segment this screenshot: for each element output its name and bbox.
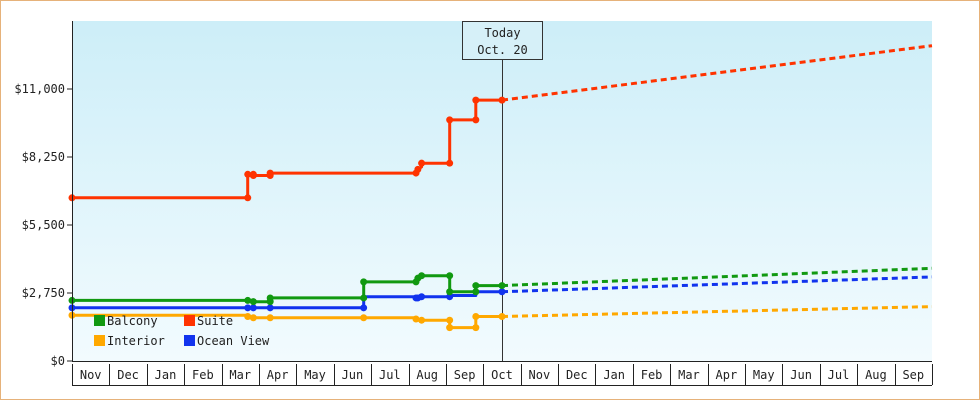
data-point-interior: [446, 316, 454, 324]
x-tick-label: Feb: [641, 368, 663, 382]
data-point-interior: [472, 312, 480, 320]
data-point-interior: [446, 324, 454, 332]
data-point-balcony: [472, 282, 480, 290]
data-point-interior: [418, 316, 426, 324]
legend-swatch-interior: [94, 335, 105, 346]
x-tick-label: Nov: [80, 368, 102, 382]
legend-label-interior: Interior: [107, 334, 165, 348]
data-point-balcony: [360, 294, 368, 302]
data-point-balcony: [418, 272, 426, 280]
data-point-suite: [244, 194, 252, 202]
x-tick-label: Apr: [267, 368, 289, 382]
data-point-suite: [472, 116, 480, 124]
legend-swatch-balcony: [94, 315, 105, 326]
x-tick-label: May: [304, 368, 326, 382]
forecast-line-balcony: [501, 266, 933, 288]
data-point-ocean-view: [498, 288, 506, 296]
x-tick-label: Mar: [229, 368, 251, 382]
data-point-suite: [446, 159, 454, 167]
forecast-line-ocean-view: [501, 275, 933, 294]
x-tick-label: Jul: [828, 368, 850, 382]
data-point-ocean-view: [266, 304, 274, 312]
legend-swatch-ocean-view: [184, 335, 195, 346]
x-tick-label: Sep: [902, 368, 924, 382]
x-tick-label: Apr: [716, 368, 738, 382]
x-axis-ticks: Nov Dec Jan Feb Mar Apr May Jun Jul Aug Sep Oct Nov D…: [72, 364, 933, 386]
x-tick-label: Aug: [416, 368, 438, 382]
y-tick-label: $5,500: [22, 218, 65, 232]
data-point-suite: [414, 165, 422, 173]
x-tick-label: Jul: [379, 368, 401, 382]
data-point-balcony: [360, 278, 368, 286]
x-tick-label: May: [753, 368, 775, 382]
x-tick-label: Dec: [566, 368, 588, 382]
data-point-balcony: [249, 298, 257, 306]
data-point-interior: [244, 312, 252, 320]
data-point-balcony: [266, 294, 274, 302]
legend-label-balcony: Balcony: [107, 314, 158, 328]
legend-swatch-suite: [184, 315, 195, 326]
data-point-balcony: [446, 272, 454, 280]
x-tick-label: Jun: [790, 368, 812, 382]
data-point-balcony: [472, 288, 480, 296]
data-point-ocean-view: [360, 304, 368, 312]
y-tick-label: $0: [51, 354, 65, 368]
data-point-interior: [412, 315, 420, 323]
data-point-interior: [472, 324, 480, 332]
data-point-balcony: [244, 296, 252, 304]
series-lines: [68, 44, 933, 332]
y-axis-ticks: $0 $2,750 $5,500 $8,250 $11,000: [14, 82, 72, 368]
x-tick-label: Aug: [865, 368, 887, 382]
x-tick-label: Oct: [491, 368, 513, 382]
data-point-ocean-view: [244, 304, 252, 312]
today-box: [462, 21, 543, 60]
y-tick-label: $11,000: [14, 82, 65, 96]
data-point-ocean-view: [418, 293, 426, 301]
legend-label-suite: Suite: [197, 314, 233, 328]
x-tick-label: Mar: [678, 368, 700, 382]
x-tick-label: Feb: [192, 368, 214, 382]
data-point-suite: [249, 172, 257, 180]
data-point-suite: [418, 159, 426, 167]
legend-label-ocean-view: Ocean View: [197, 334, 270, 348]
data-point-interior: [498, 312, 506, 320]
data-point-suite: [446, 116, 454, 124]
today-label-line2: Oct. 20: [477, 43, 528, 57]
forecast-line-suite: [501, 44, 933, 102]
data-point-suite: [244, 170, 252, 178]
x-tick-label: Dec: [117, 368, 139, 382]
x-tick-label: Nov: [529, 368, 551, 382]
x-tick-label: Jan: [155, 368, 177, 382]
today-label-line1: Today: [484, 26, 520, 40]
data-point-suite: [498, 96, 506, 104]
data-point-interior: [249, 314, 257, 322]
today-marker: Today Oct. 20: [462, 21, 543, 361]
forecast-line-interior: [501, 305, 933, 318]
data-point-interior: [266, 314, 274, 322]
data-point-balcony: [498, 282, 506, 290]
x-tick-label: Jan: [603, 368, 625, 382]
axes: [72, 21, 932, 362]
data-point-ocean-view: [446, 293, 454, 301]
data-point-interior: [360, 314, 368, 322]
data-point-suite: [266, 169, 274, 177]
y-tick-label: $2,750: [22, 286, 65, 300]
data-point-balcony: [446, 288, 454, 296]
y-tick-label: $8,250: [22, 150, 65, 164]
legend: Balcony Suite Interior Ocean View: [94, 314, 270, 348]
data-point-suite: [472, 96, 480, 104]
x-tick-label: Sep: [454, 368, 476, 382]
data-point-ocean-view: [249, 304, 257, 312]
x-tick-label: Jun: [342, 368, 364, 382]
